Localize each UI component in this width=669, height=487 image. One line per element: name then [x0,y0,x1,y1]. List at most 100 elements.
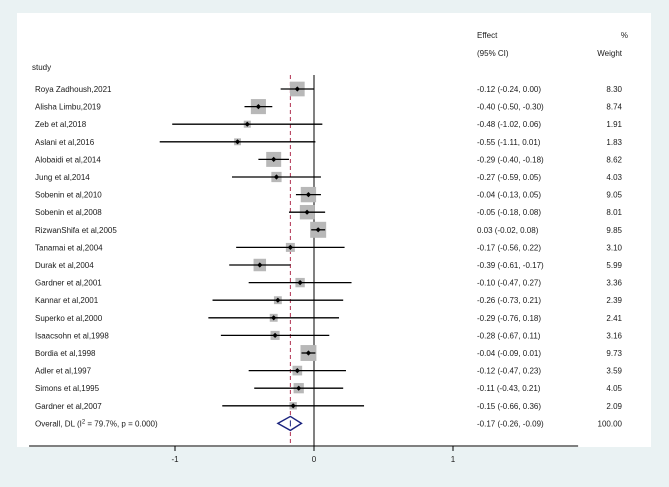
study-label: Roya Zadhoush,2021 [35,85,112,94]
effect-ci-value: -0.29 (-0.40, -0.18) [477,155,544,164]
point-estimate [273,174,280,180]
effect-ci-value: -0.12 (-0.24, 0.00) [477,85,541,94]
effect-ci-value: 0.03 (-0.02, 0.08) [477,226,539,235]
weight-value: 8.30 [606,85,622,94]
weight-value: 9.85 [606,226,622,235]
weight-value: 2.09 [606,402,622,411]
study-label: Gardner et al,2001 [35,279,102,288]
point-estimate [294,368,300,374]
study-label: Simons et al,1995 [35,384,100,393]
study-row: Simons et al,1995 -0.11 (-0.43, 0.21) 4.05 [35,383,623,394]
effect-ci-value: -0.05 (-0.18, 0.08) [477,208,541,217]
study-label: Superko et al,2000 [35,314,103,323]
weight-value: 3.36 [606,279,622,288]
study-label: Adler et al,1997 [35,367,92,376]
study-label: Sobenin et al,2010 [35,191,102,200]
study-row: Aslani et al,2016 -0.55 (-1.11, 0.01) 1.83 [35,138,623,147]
study-row: Alobaidi et al,2014 -0.29 (-0.40, -0.18) 8… [35,151,623,167]
weight-value: 9.73 [606,349,622,358]
effect-ci-value: -0.15 (-0.66, 0.36) [477,402,541,411]
study-row: Durak et al,2004 -0.39 (-0.61, -0.17) 5.99 [35,258,623,272]
point-estimate [272,332,278,338]
point-estimate [294,86,300,92]
weight-value: 3.16 [606,331,622,340]
point-estimate [305,350,312,356]
point-estimate [255,104,261,110]
weight-value: 1.83 [606,138,622,147]
study-label: Alisha Limbu,2019 [35,103,101,112]
overall-label-superscript: 2 [82,419,86,425]
study-label: Kannar et al,2001 [35,296,99,305]
weight-value: 4.03 [606,173,622,182]
weight-value: 8.74 [606,103,622,112]
point-estimate [296,385,302,391]
study-row: Gardner et al,2007 -0.15 (-0.66, 0.36) 2.0… [35,402,623,411]
study-label: Bordia et al,1998 [35,349,96,358]
weight-value: 9.05 [606,191,622,200]
weight-value: 2.41 [606,314,622,323]
study-label: Aslani et al,2016 [35,138,95,147]
effect-ci-value: -0.48 (-1.02, 0.06) [477,120,541,129]
study-row: Roya Zadhoush,2021 -0.12 (-0.24, 0.00) 8.3… [35,81,623,97]
overall-label-prefix: Overall, DL (I [35,419,82,428]
study-row: Sobenin et al,2010 -0.04 (-0.13, 0.05) 9.0… [35,186,623,203]
weight-value: 2.39 [606,296,622,305]
effect-ci-value: -0.29 (-0.76, 0.18) [477,314,541,323]
header-weight-pct: % [621,31,628,40]
weight-value: 5.99 [606,261,622,270]
study-label: Sobenin et al,2008 [35,208,102,217]
weight-value: 3.59 [606,367,622,376]
effect-ci-value: -0.27 (-0.59, 0.05) [477,173,541,182]
study-label: Alobaidi et al,2014 [35,155,101,164]
effect-ci-value: -0.40 (-0.50, -0.30) [477,103,544,112]
study-label: Tanamai et al,2004 [35,243,103,252]
x-tick-label: 0 [312,455,317,464]
overall-diamond [276,415,303,432]
study-label: Zeb et al,2018 [35,120,87,129]
point-estimate [287,244,293,250]
effect-ci-value: -0.04 (-0.13, 0.05) [477,191,541,200]
study-row: RizwanShifa et al,2005 0.03 (-0.02, 0.08)… [35,221,623,238]
study-row: Zeb et al,2018 -0.48 (-1.02, 0.06) 1.91 [35,120,623,129]
effect-ci-value: -0.28 (-0.67, 0.11) [477,331,541,340]
weight-value: 8.62 [606,155,622,164]
study-row: Gardner et al,2001 -0.10 (-0.47, 0.27) 3.3… [35,277,623,288]
effect-ci-value: -0.26 (-0.73, 0.21) [477,296,541,305]
header-ci: (95% CI) [477,49,509,58]
point-estimate [290,403,296,409]
overall-label: Overall, DL (I2 = 79.7%, p = 0.000) [35,419,158,428]
effect-ci-value: -0.39 (-0.61, -0.17) [477,261,544,270]
study-label: RizwanShifa et al,2005 [35,226,117,235]
effect-ci-value: -0.10 (-0.47, 0.27) [477,279,541,288]
study-row: Superko et al,2000 -0.29 (-0.76, 0.18) 2.4… [35,314,623,323]
study-row: Adler et al,1997 -0.12 (-0.47, 0.23) 3.59 [35,365,623,376]
effect-ci-value: -0.17 (-0.56, 0.22) [477,243,541,252]
study-label: Durak et al,2004 [35,261,94,270]
header-weight: Weight [597,49,623,58]
study-label: Gardner et al,2007 [35,402,102,411]
study-row: Jung et al,2014 -0.27 (-0.59, 0.05) 4.03 [35,171,623,183]
weight-value: 8.01 [606,208,622,217]
effect-ci-value: -0.55 (-1.11, 0.01) [477,138,541,147]
point-estimate [271,315,277,321]
point-estimate [305,192,312,198]
plot-panel [17,13,651,447]
effect-ci-value: -0.12 (-0.47, 0.23) [477,367,541,376]
effect-ci-value: -0.11 (-0.43, 0.21) [477,384,541,393]
point-estimate [304,209,310,215]
weight-value: 1.91 [606,120,622,129]
study-row: Bordia et al,1998 -0.04 (-0.09, 0.01) 9.73 [35,345,623,361]
point-estimate [275,297,281,303]
overall-weight-value: 100.00 [598,419,623,428]
study-row: Sobenin et al,2008 -0.05 (-0.18, 0.08) 8.0… [35,204,623,220]
point-estimate [257,262,263,268]
study-row: Kannar et al,2001 -0.26 (-0.73, 0.21) 2.39 [35,296,623,305]
x-tick-label: 1 [451,455,456,464]
point-estimate [271,156,277,162]
weight-value: 3.10 [606,243,622,252]
study-row: Tanamai et al,2004 -0.17 (-0.56, 0.22) 3.1… [35,242,623,252]
overall-ci-value: -0.17 (-0.26, -0.09) [477,419,544,428]
weight-value: 4.05 [606,384,622,393]
point-estimate [244,121,250,127]
